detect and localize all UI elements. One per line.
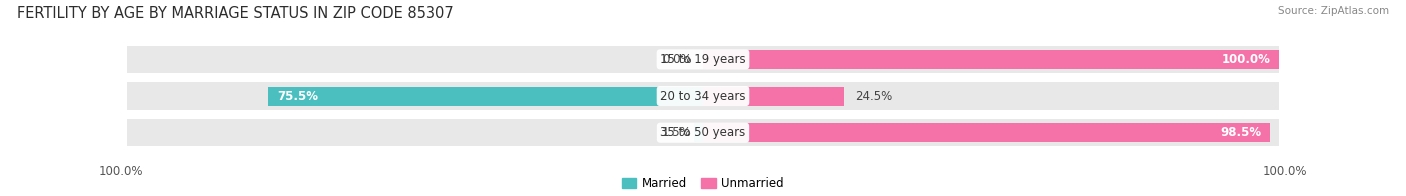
Text: 1.5%: 1.5% [662,126,692,139]
Text: Source: ZipAtlas.com: Source: ZipAtlas.com [1278,6,1389,16]
Text: 98.5%: 98.5% [1220,126,1261,139]
Bar [703,123,1270,142]
Bar [703,46,1279,73]
Bar [703,50,1279,69]
Text: 75.5%: 75.5% [277,90,318,103]
Text: 24.5%: 24.5% [856,90,893,103]
Text: 100.0%: 100.0% [1222,53,1270,66]
Bar [127,119,703,146]
Bar [127,83,703,110]
Bar [703,119,1279,146]
Text: 100.0%: 100.0% [98,165,143,178]
Bar [269,86,703,106]
Text: 20 to 34 years: 20 to 34 years [661,90,745,103]
Text: 35 to 50 years: 35 to 50 years [661,126,745,139]
Bar [695,123,703,142]
Legend: Married, Unmarried: Married, Unmarried [621,177,785,190]
Bar [703,83,1279,110]
Text: 15 to 19 years: 15 to 19 years [661,53,745,66]
Bar [703,86,844,106]
Text: 0.0%: 0.0% [662,53,692,66]
Bar [127,46,703,73]
Text: 100.0%: 100.0% [1263,165,1308,178]
Text: FERTILITY BY AGE BY MARRIAGE STATUS IN ZIP CODE 85307: FERTILITY BY AGE BY MARRIAGE STATUS IN Z… [17,6,454,21]
